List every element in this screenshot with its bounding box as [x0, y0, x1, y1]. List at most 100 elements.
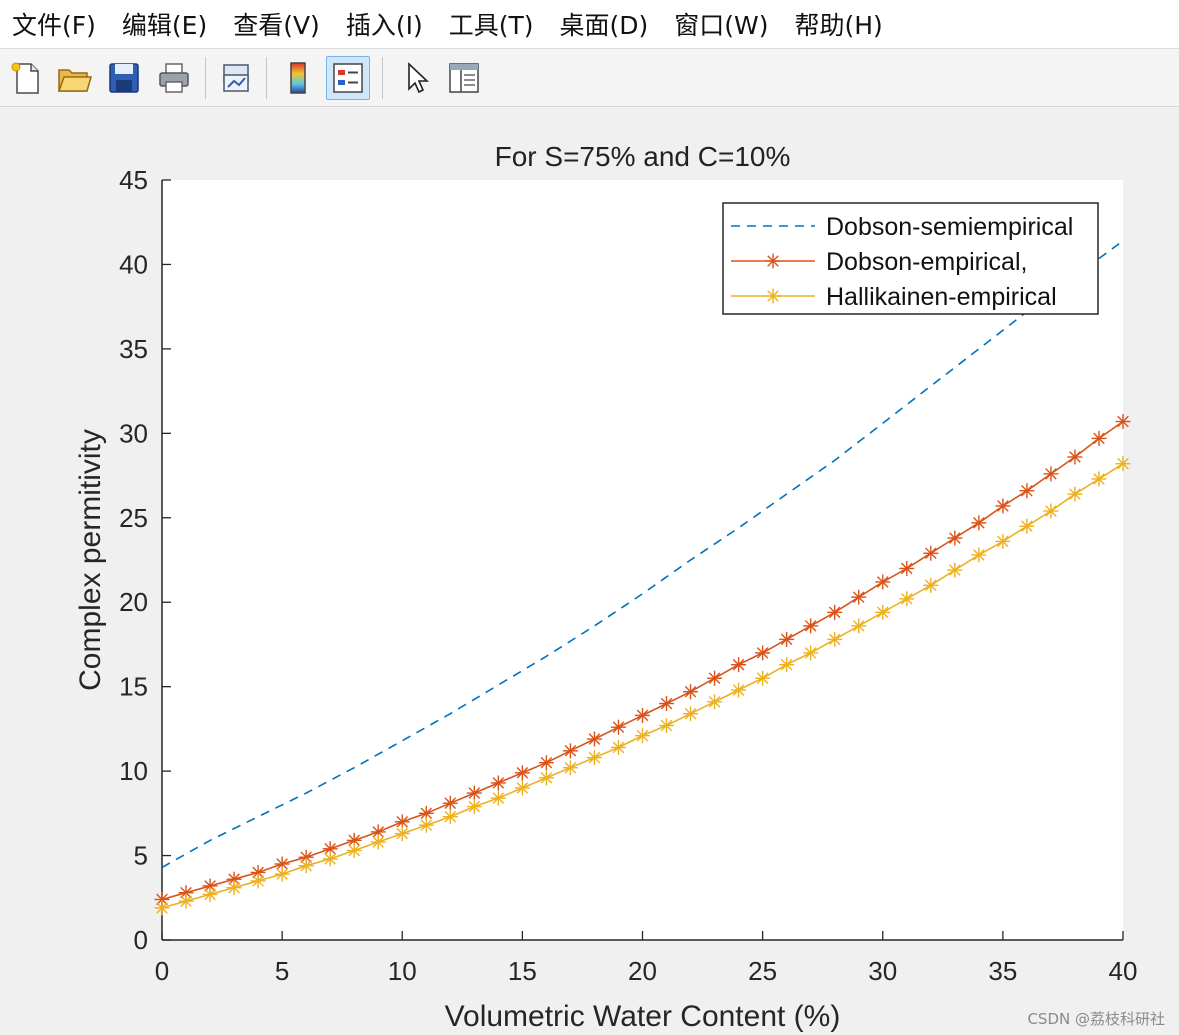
data-point-marker — [875, 574, 891, 590]
data-point-marker — [1019, 518, 1035, 534]
menu-item-6[interactable]: 窗口(W) — [674, 11, 769, 40]
y-tick-label: 10 — [119, 756, 148, 786]
data-point-marker — [202, 886, 218, 902]
data-point-marker — [490, 775, 506, 791]
data-point-marker — [394, 826, 410, 842]
data-point-marker — [765, 288, 781, 304]
menu-item-1[interactable]: 编辑(E) — [121, 11, 208, 40]
data-point-marker — [971, 515, 987, 531]
insert-legend-button[interactable] — [326, 56, 370, 100]
data-point-marker — [779, 631, 795, 647]
y-tick-label: 15 — [119, 672, 148, 702]
open-file-button[interactable] — [52, 56, 96, 100]
menu-item-3[interactable]: 插入(I) — [345, 11, 423, 40]
data-point-marker — [154, 900, 170, 916]
data-point-marker — [755, 670, 771, 686]
data-point-marker — [178, 893, 194, 909]
data-point-marker — [1067, 486, 1083, 502]
data-point-marker — [274, 866, 290, 882]
data-point-marker — [610, 739, 626, 755]
data-point-marker — [1115, 456, 1131, 472]
data-point-marker — [442, 809, 458, 825]
new-figure-icon — [11, 62, 39, 94]
data-point-marker — [755, 645, 771, 661]
insert-colorbar-button[interactable] — [276, 56, 320, 100]
data-point-marker — [298, 858, 314, 874]
data-point-marker — [899, 560, 915, 576]
insert-legend-icon — [333, 63, 363, 93]
new-figure-button[interactable] — [4, 56, 48, 100]
y-tick-label: 40 — [119, 249, 148, 279]
menu-item-0[interactable]: 文件(F) — [12, 11, 96, 40]
data-point-marker — [370, 824, 386, 840]
link-plot-icon — [223, 64, 249, 92]
data-point-marker — [514, 780, 530, 796]
x-tick-label: 35 — [988, 956, 1017, 986]
data-point-marker — [1043, 503, 1059, 519]
chart-title: For S=75% and C=10% — [495, 141, 791, 172]
save-button[interactable] — [102, 56, 146, 100]
menu-item-2[interactable]: 查看(V) — [233, 11, 320, 40]
link-plot-button[interactable] — [214, 56, 258, 100]
toolbar — [0, 49, 1179, 107]
legend-label: Dobson-empirical, — [826, 248, 1027, 276]
series-1 — [154, 414, 1131, 907]
data-point-marker — [1091, 471, 1107, 487]
data-point-marker — [851, 618, 867, 634]
legend-item-1: Dobson-empirical, — [731, 248, 1027, 276]
toolbar-separator — [382, 57, 383, 99]
data-point-marker — [731, 682, 747, 698]
data-point-marker — [1019, 483, 1035, 499]
data-point-marker — [803, 618, 819, 634]
menu-item-5[interactable]: 桌面(D) — [559, 11, 649, 40]
data-point-marker — [923, 545, 939, 561]
edit-plot-button[interactable] — [394, 56, 438, 100]
data-point-marker — [683, 706, 699, 722]
print-icon — [159, 63, 189, 93]
legend-label: Hallikainen-empirical — [826, 283, 1057, 311]
x-tick-label: 40 — [1109, 956, 1138, 986]
y-tick-label: 35 — [119, 334, 148, 364]
y-tick-label: 0 — [134, 925, 148, 955]
data-point-marker — [1067, 449, 1083, 465]
x-tick-label: 0 — [155, 956, 169, 986]
y-tick-label: 20 — [119, 587, 148, 617]
x-axis-label: Volumetric Water Content (%) — [445, 1000, 841, 1033]
menu-item-7[interactable]: 帮助(H) — [794, 11, 883, 40]
data-point-marker — [586, 750, 602, 766]
data-point-marker — [683, 684, 699, 700]
data-point-marker — [827, 604, 843, 620]
data-point-marker — [1091, 430, 1107, 446]
x-tick-label: 15 — [508, 956, 537, 986]
y-tick-label: 45 — [119, 165, 148, 195]
data-point-marker — [779, 657, 795, 673]
data-point-marker — [346, 842, 362, 858]
data-point-marker — [562, 743, 578, 759]
save-icon — [109, 63, 139, 93]
menu-item-4[interactable]: 工具(T) — [448, 11, 534, 40]
data-point-marker — [899, 591, 915, 607]
data-point-marker — [827, 631, 843, 647]
data-point-marker — [765, 253, 781, 269]
open-file-icon — [57, 69, 92, 92]
data-point-marker — [250, 864, 266, 880]
data-point-marker — [635, 728, 650, 744]
data-point-marker — [514, 765, 530, 781]
data-point-marker — [947, 530, 963, 546]
print-button[interactable] — [152, 56, 196, 100]
data-point-marker — [635, 707, 650, 723]
data-point-marker — [610, 719, 626, 735]
data-point-marker — [490, 790, 506, 806]
data-point-marker — [322, 841, 338, 857]
series-line — [161, 240, 1124, 869]
toolbar-separator — [205, 57, 206, 99]
y-tick-label: 30 — [119, 418, 148, 448]
data-point-marker — [418, 817, 434, 833]
x-tick-label: 20 — [628, 956, 657, 986]
property-inspector-button[interactable] — [442, 56, 486, 100]
data-point-marker — [947, 562, 963, 578]
data-point-marker — [659, 718, 675, 734]
property-inspector-icon — [449, 63, 479, 93]
x-tick-label: 25 — [748, 956, 777, 986]
